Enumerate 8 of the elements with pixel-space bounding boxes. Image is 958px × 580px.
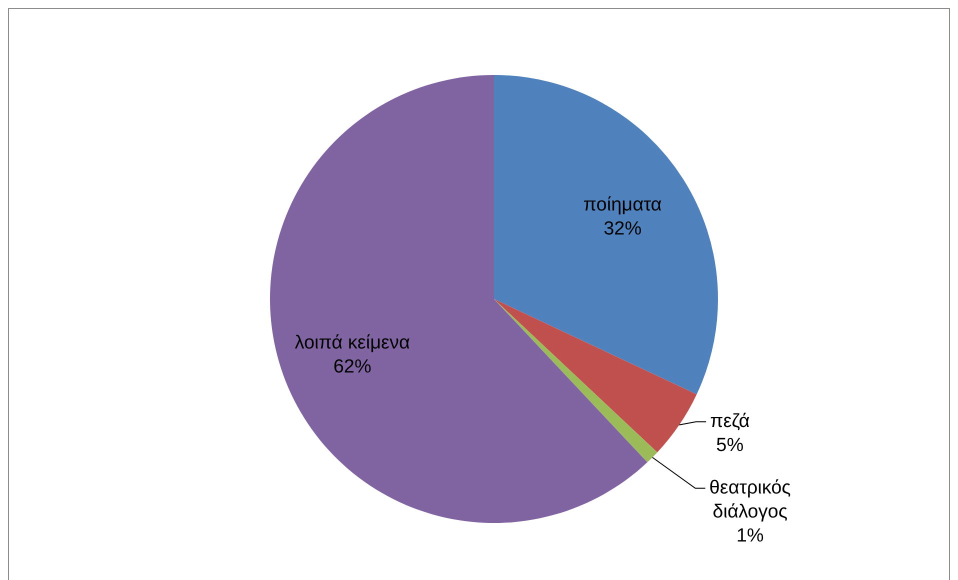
data-label: 1% xyxy=(736,526,764,547)
slice-label: λοιπά κείμενα xyxy=(294,332,410,354)
data-label: 5% xyxy=(716,435,744,456)
data-label: 32% xyxy=(604,218,642,240)
slice-label: πεζά xyxy=(710,411,750,432)
slice-label: ποίηματα xyxy=(583,194,662,216)
slice-label: θεατρικός διάλογος xyxy=(709,478,791,523)
data-label: 62% xyxy=(333,356,372,378)
